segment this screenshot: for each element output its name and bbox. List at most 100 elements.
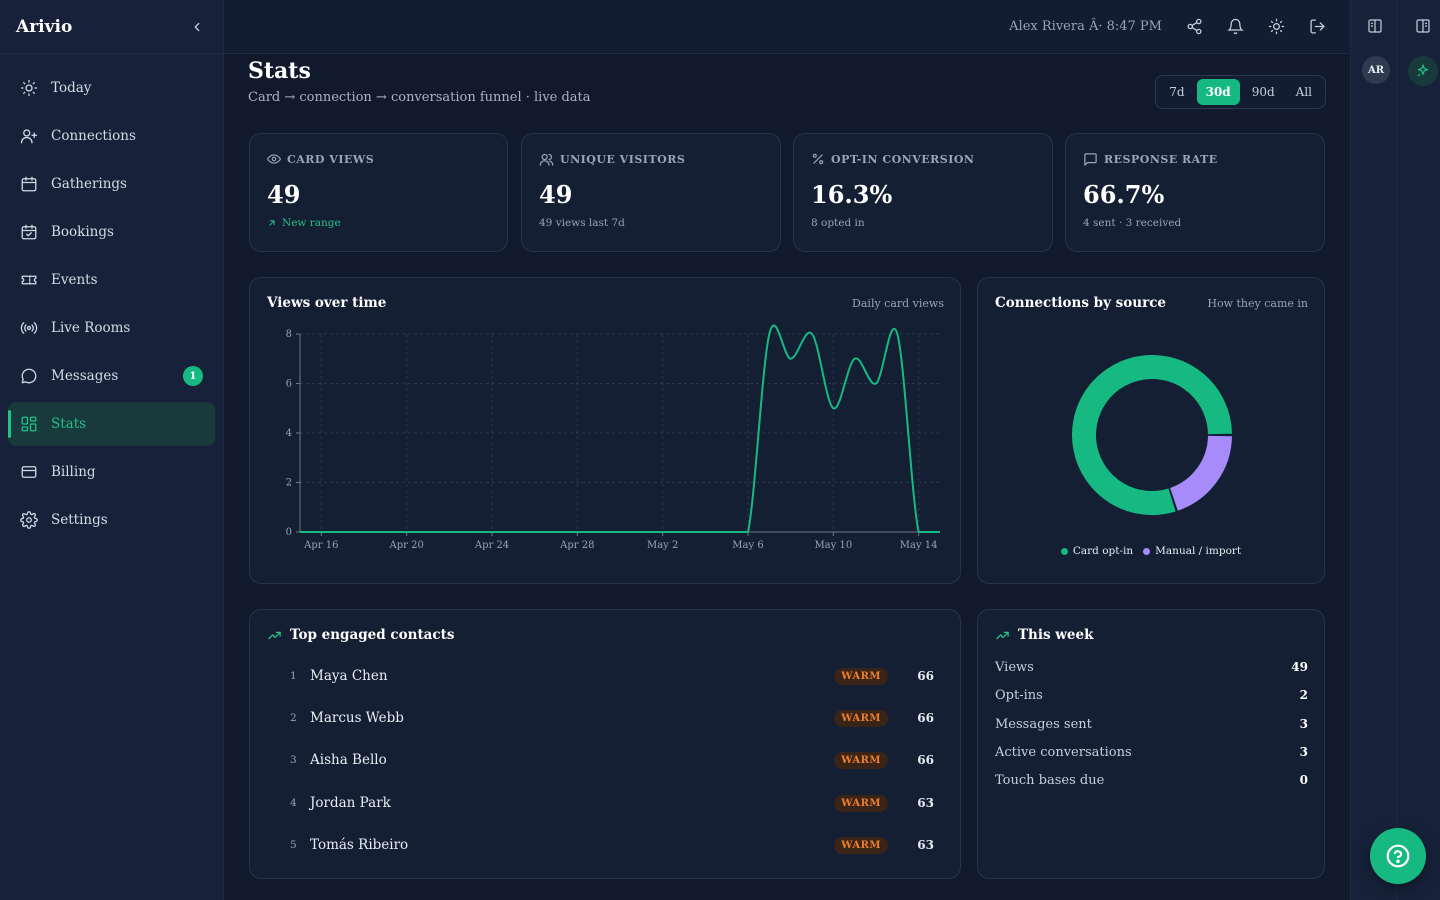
x-tick-label: May 10 (814, 540, 852, 551)
card-title: Top engaged contacts (267, 627, 454, 643)
source-donut-chart (1072, 355, 1232, 515)
card-title-text: Top engaged contacts (290, 627, 455, 643)
sidebar-item-connections[interactable]: Connections (8, 114, 215, 158)
views-line-chart: 0 2 4 6 8 Apr 16 Apr 20 Apr 24 Apr 28 May 2 May 6 M… (286, 324, 941, 551)
sidebar-item-settings[interactable]: Settings (8, 498, 215, 542)
y-tick-label: 4 (286, 428, 292, 439)
status-badge: WARM (834, 794, 888, 812)
contact-score: 66 (917, 753, 934, 767)
legend-label: Card opt-in (1072, 545, 1134, 557)
pie-slice (1072, 355, 1232, 515)
contact-name: Maya Chen (310, 668, 388, 684)
connections-by-source-card: Connections by source How they came in C… (977, 277, 1325, 584)
topbar: Alex Rivera Â· 8:47 PM (224, 0, 1350, 54)
list-item[interactable]: 1 Maya Chen WARM 66 (290, 664, 934, 688)
stat-card-unique-visitors: UNIQUE VISITORS 49 49 views last 7d (521, 133, 781, 252)
stat-card-response-rate: RESPONSE RATE 66.7% 4 sent · 3 received (1065, 133, 1325, 252)
stat-label-text: OPT-IN CONVERSION (831, 152, 975, 166)
chat-icon (1083, 152, 1098, 167)
sidebar-item-today[interactable]: Today (8, 66, 215, 110)
sidebar-item-stats[interactable]: Stats (8, 402, 215, 446)
help-icon (1386, 844, 1410, 868)
x-tick-label: Apr 28 (559, 540, 594, 551)
series-line (300, 324, 940, 533)
views-over-time-card: Views over time Daily card views 0 2 4 6 8 Ap… (249, 277, 961, 584)
unread-badge: 1 (183, 366, 203, 386)
legend-item-manual-import: Manual / import (1143, 545, 1241, 557)
stat-value: 49 (539, 180, 573, 209)
range-all-button[interactable]: All (1295, 85, 1312, 99)
range-30d-button[interactable]: 30d (1196, 79, 1240, 105)
stat-card-opt-in-conversion: OPT-IN CONVERSION 16.3% 8 opted in (793, 133, 1053, 252)
stat-label-text: UNIQUE VISITORS (560, 153, 686, 166)
chart-subtitle: Daily card views (852, 297, 944, 310)
sparkle-icon (1417, 64, 1429, 77)
ticket-icon (19, 270, 39, 290)
sidebar-item-events[interactable]: Events (8, 258, 215, 302)
sidebar-item-live-rooms[interactable]: Live Rooms (8, 306, 215, 350)
grid-icon (19, 414, 39, 434)
toggle-left-panel-button[interactable] (1361, 12, 1389, 40)
sidebar-item-messages[interactable]: Messages 1 (8, 354, 215, 398)
brand-header: Arivio (0, 0, 223, 54)
list-item[interactable]: 4 Jordan Park WARM 63 (290, 791, 934, 815)
page-title: Stats (248, 58, 311, 84)
broadcast-icon (19, 318, 39, 338)
range-7d-button[interactable]: 7d (1169, 85, 1185, 99)
sidebar-item-bookings[interactable]: Bookings (8, 210, 215, 254)
stat-label: OPT-IN CONVERSION (811, 152, 975, 166)
contact-score: 63 (917, 838, 934, 852)
stat-label-text: CARD VIEWS (287, 152, 375, 166)
sidebar-item-label: Gatherings (51, 176, 127, 192)
this-week-card: This week Views 49 Opt-ins 2 Messages se… (977, 609, 1325, 879)
sidebar-item-gatherings[interactable]: Gatherings (8, 162, 215, 206)
rail-divider (1396, 0, 1397, 900)
toggle-right-panel-button[interactable] (1409, 12, 1437, 40)
share-icon (1186, 18, 1202, 35)
stat-value: 66.7% (1083, 180, 1165, 209)
share-button[interactable] (1177, 10, 1211, 44)
y-tick-label: 6 (286, 379, 292, 390)
stat-value: 16.3% (811, 180, 893, 209)
week-label: Messages sent (995, 716, 1092, 732)
list-item[interactable]: 2 Marcus Webb WARM 66 (290, 706, 934, 730)
week-value: 2 (1299, 688, 1308, 702)
sidebar-item-label: Connections (51, 128, 136, 144)
collapse-sidebar-button[interactable] (187, 17, 207, 37)
sun-icon (19, 78, 39, 98)
week-label: Active conversations (995, 744, 1132, 760)
panel-left-icon (1368, 19, 1382, 33)
list-item[interactable]: 3 Aisha Bello WARM 66 (290, 748, 934, 772)
list-item[interactable]: 5 Tomás Ribeiro WARM 63 (290, 833, 934, 857)
eye-icon (267, 152, 281, 166)
y-tick-label: 8 (286, 329, 292, 340)
range-90d-button[interactable]: 90d (1251, 85, 1275, 99)
notifications-button[interactable] (1218, 10, 1252, 44)
stat-note: 8 opted in (811, 217, 865, 229)
theme-toggle-button[interactable] (1259, 10, 1293, 44)
sidebar-item-billing[interactable]: Billing (8, 450, 215, 494)
legend-dot (1060, 547, 1068, 555)
contact-rank: 5 (290, 839, 297, 851)
logout-button[interactable] (1300, 10, 1334, 44)
sidebar-item-label: Bookings (51, 224, 114, 240)
avatar[interactable]: AR (1362, 56, 1390, 84)
calendar-check-icon (19, 222, 39, 242)
card-title: This week (995, 627, 1093, 643)
week-value: 3 (1299, 717, 1308, 731)
x-tick-label: May 2 (647, 540, 678, 551)
y-tick-label: 2 (286, 478, 292, 489)
stat-label: CARD VIEWS (267, 152, 374, 166)
stat-card-card-views: CARD VIEWS 49 New range (249, 133, 508, 252)
page-subtitle: Card → connection → conversation funnel … (248, 90, 591, 105)
sidebar-item-label: Stats (51, 416, 87, 432)
user-plus-icon (19, 126, 39, 146)
week-value: 0 (1299, 773, 1308, 787)
help-button[interactable] (1370, 828, 1426, 884)
ai-assistant-button[interactable] (1408, 56, 1438, 86)
pie-slice (1169, 435, 1232, 511)
sidebar-item-label: Live Rooms (51, 320, 131, 336)
x-tick-label: May 6 (732, 540, 763, 551)
message-icon (19, 366, 39, 386)
stat-value: 49 (267, 180, 301, 209)
